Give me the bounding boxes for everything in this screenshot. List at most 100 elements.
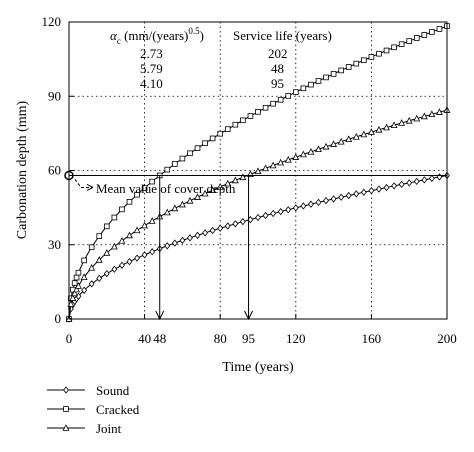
legend-marker-sound — [63, 386, 69, 394]
point-sound-76 — [209, 226, 216, 235]
point-joint-196 — [435, 108, 443, 115]
point-joint-72 — [201, 189, 209, 197]
legend-label-cracked: Cracked — [96, 402, 140, 417]
legend-label-joint: Joint — [96, 421, 122, 436]
reference-line-start-marker — [64, 170, 74, 181]
point-cracked-196 — [436, 26, 443, 32]
table-row-1-life: 202 — [268, 46, 288, 61]
point-cracked-148 — [345, 64, 352, 70]
x-axis-title: Time (years) — [222, 360, 294, 375]
point-sound-168 — [383, 183, 390, 192]
point-sound-84 — [224, 222, 231, 230]
point-cracked-112 — [277, 96, 284, 103]
point-sound-176 — [398, 180, 405, 189]
table-row-1-coef: 2.73 — [140, 46, 163, 61]
point-cracked-128 — [308, 81, 314, 88]
point-joint-4 — [73, 285, 81, 293]
annotation-layer: Mean value of cover depth — [64, 170, 447, 321]
point-cracked-8 — [81, 257, 87, 264]
point-joint-148 — [345, 135, 353, 143]
point-joint-192 — [428, 110, 436, 118]
point-cracked-100 — [255, 109, 261, 115]
info-table: αc (mm/(years)0.5) Service life (years) … — [110, 26, 332, 91]
series-line-sound — [68, 174, 448, 320]
point-sound-100 — [255, 213, 261, 222]
x-tick-label-95: 95 — [242, 331, 255, 346]
table-header-service-life: Service life (years) — [233, 28, 332, 43]
x-tick-label-120: 120 — [286, 331, 306, 346]
point-sound-32 — [126, 257, 133, 266]
point-cracked-108 — [270, 100, 276, 107]
point-joint-176 — [398, 119, 406, 126]
legend-label-sound: Sound — [96, 383, 130, 398]
point-cracked-104 — [262, 104, 269, 111]
point-cracked-3 — [71, 280, 78, 286]
point-joint-152 — [352, 132, 360, 140]
x-tick-label-40: 40 — [138, 331, 151, 346]
point-sound-164 — [376, 185, 382, 193]
point-joint-124 — [299, 150, 307, 158]
point-cracked-188 — [421, 32, 428, 38]
point-cracked-116 — [285, 93, 292, 99]
point-sound-140 — [330, 195, 337, 203]
reference-line-label: Mean value of cover depth — [96, 181, 236, 196]
point-joint-172 — [390, 121, 398, 129]
table-row-3-coef: 4.10 — [140, 76, 163, 91]
series-layer — [65, 23, 451, 323]
point-sound-28 — [119, 261, 125, 269]
point-joint-140 — [330, 140, 338, 147]
legend-marker-joint — [62, 424, 70, 431]
point-joint-160 — [367, 128, 375, 135]
x-tick-label-160: 160 — [362, 331, 382, 346]
point-joint-184 — [413, 114, 421, 122]
point-cracked-16 — [96, 233, 103, 239]
table-header-coefficient: αc (mm/(years)0.5) — [110, 26, 204, 46]
point-cracked-172 — [391, 44, 397, 51]
point-joint-8 — [80, 273, 88, 281]
point-cracked-80 — [217, 130, 224, 137]
point-sound-184 — [413, 177, 420, 185]
point-joint-5 — [74, 282, 82, 289]
point-sound-148 — [345, 191, 352, 200]
point-joint-132 — [315, 145, 322, 153]
point-sound-160 — [368, 187, 375, 195]
point-sound-180 — [406, 179, 413, 187]
x-tick-label-80: 80 — [214, 331, 227, 346]
reference-label-arrowhead — [86, 184, 94, 191]
point-cracked-52 — [164, 166, 171, 173]
point-cracked-40 — [141, 185, 148, 191]
point-cracked-84 — [224, 126, 231, 132]
point-cracked-168 — [383, 47, 390, 54]
point-joint-20 — [103, 249, 111, 256]
reference-label-leader — [74, 179, 93, 188]
table-row-3-life: 95 — [271, 76, 284, 91]
y-tick-label-120: 120 — [42, 14, 62, 29]
point-sound-40 — [141, 251, 148, 259]
point-sound-68 — [194, 231, 201, 239]
point-sound-112 — [277, 207, 284, 216]
point-cracked-176 — [398, 41, 405, 47]
point-cracked-184 — [413, 35, 420, 41]
table-row-2-coef: 5.79 — [140, 61, 163, 76]
point-joint-36 — [133, 226, 141, 234]
point-sound-196 — [436, 173, 443, 181]
point-joint-128 — [307, 147, 315, 155]
point-sound-108 — [270, 209, 277, 218]
point-cracked-20 — [104, 223, 110, 230]
point-cracked-132 — [315, 78, 322, 84]
point-joint-28 — [118, 236, 126, 244]
point-cracked-156 — [361, 57, 367, 64]
y-tick-label-0: 0 — [55, 311, 62, 326]
point-cracked-32 — [126, 199, 133, 205]
point-joint-180 — [405, 116, 413, 124]
legend-marker-cracked — [63, 406, 69, 412]
point-cracked-120 — [292, 89, 299, 95]
point-joint-136 — [322, 142, 330, 150]
point-joint-76 — [209, 186, 217, 193]
point-cracked-68 — [194, 145, 201, 151]
point-cracked-92 — [240, 117, 246, 124]
point-sound-8 — [81, 286, 88, 294]
x-tick-label-200: 200 — [437, 331, 457, 346]
table-row-2-life: 48 — [271, 61, 284, 76]
